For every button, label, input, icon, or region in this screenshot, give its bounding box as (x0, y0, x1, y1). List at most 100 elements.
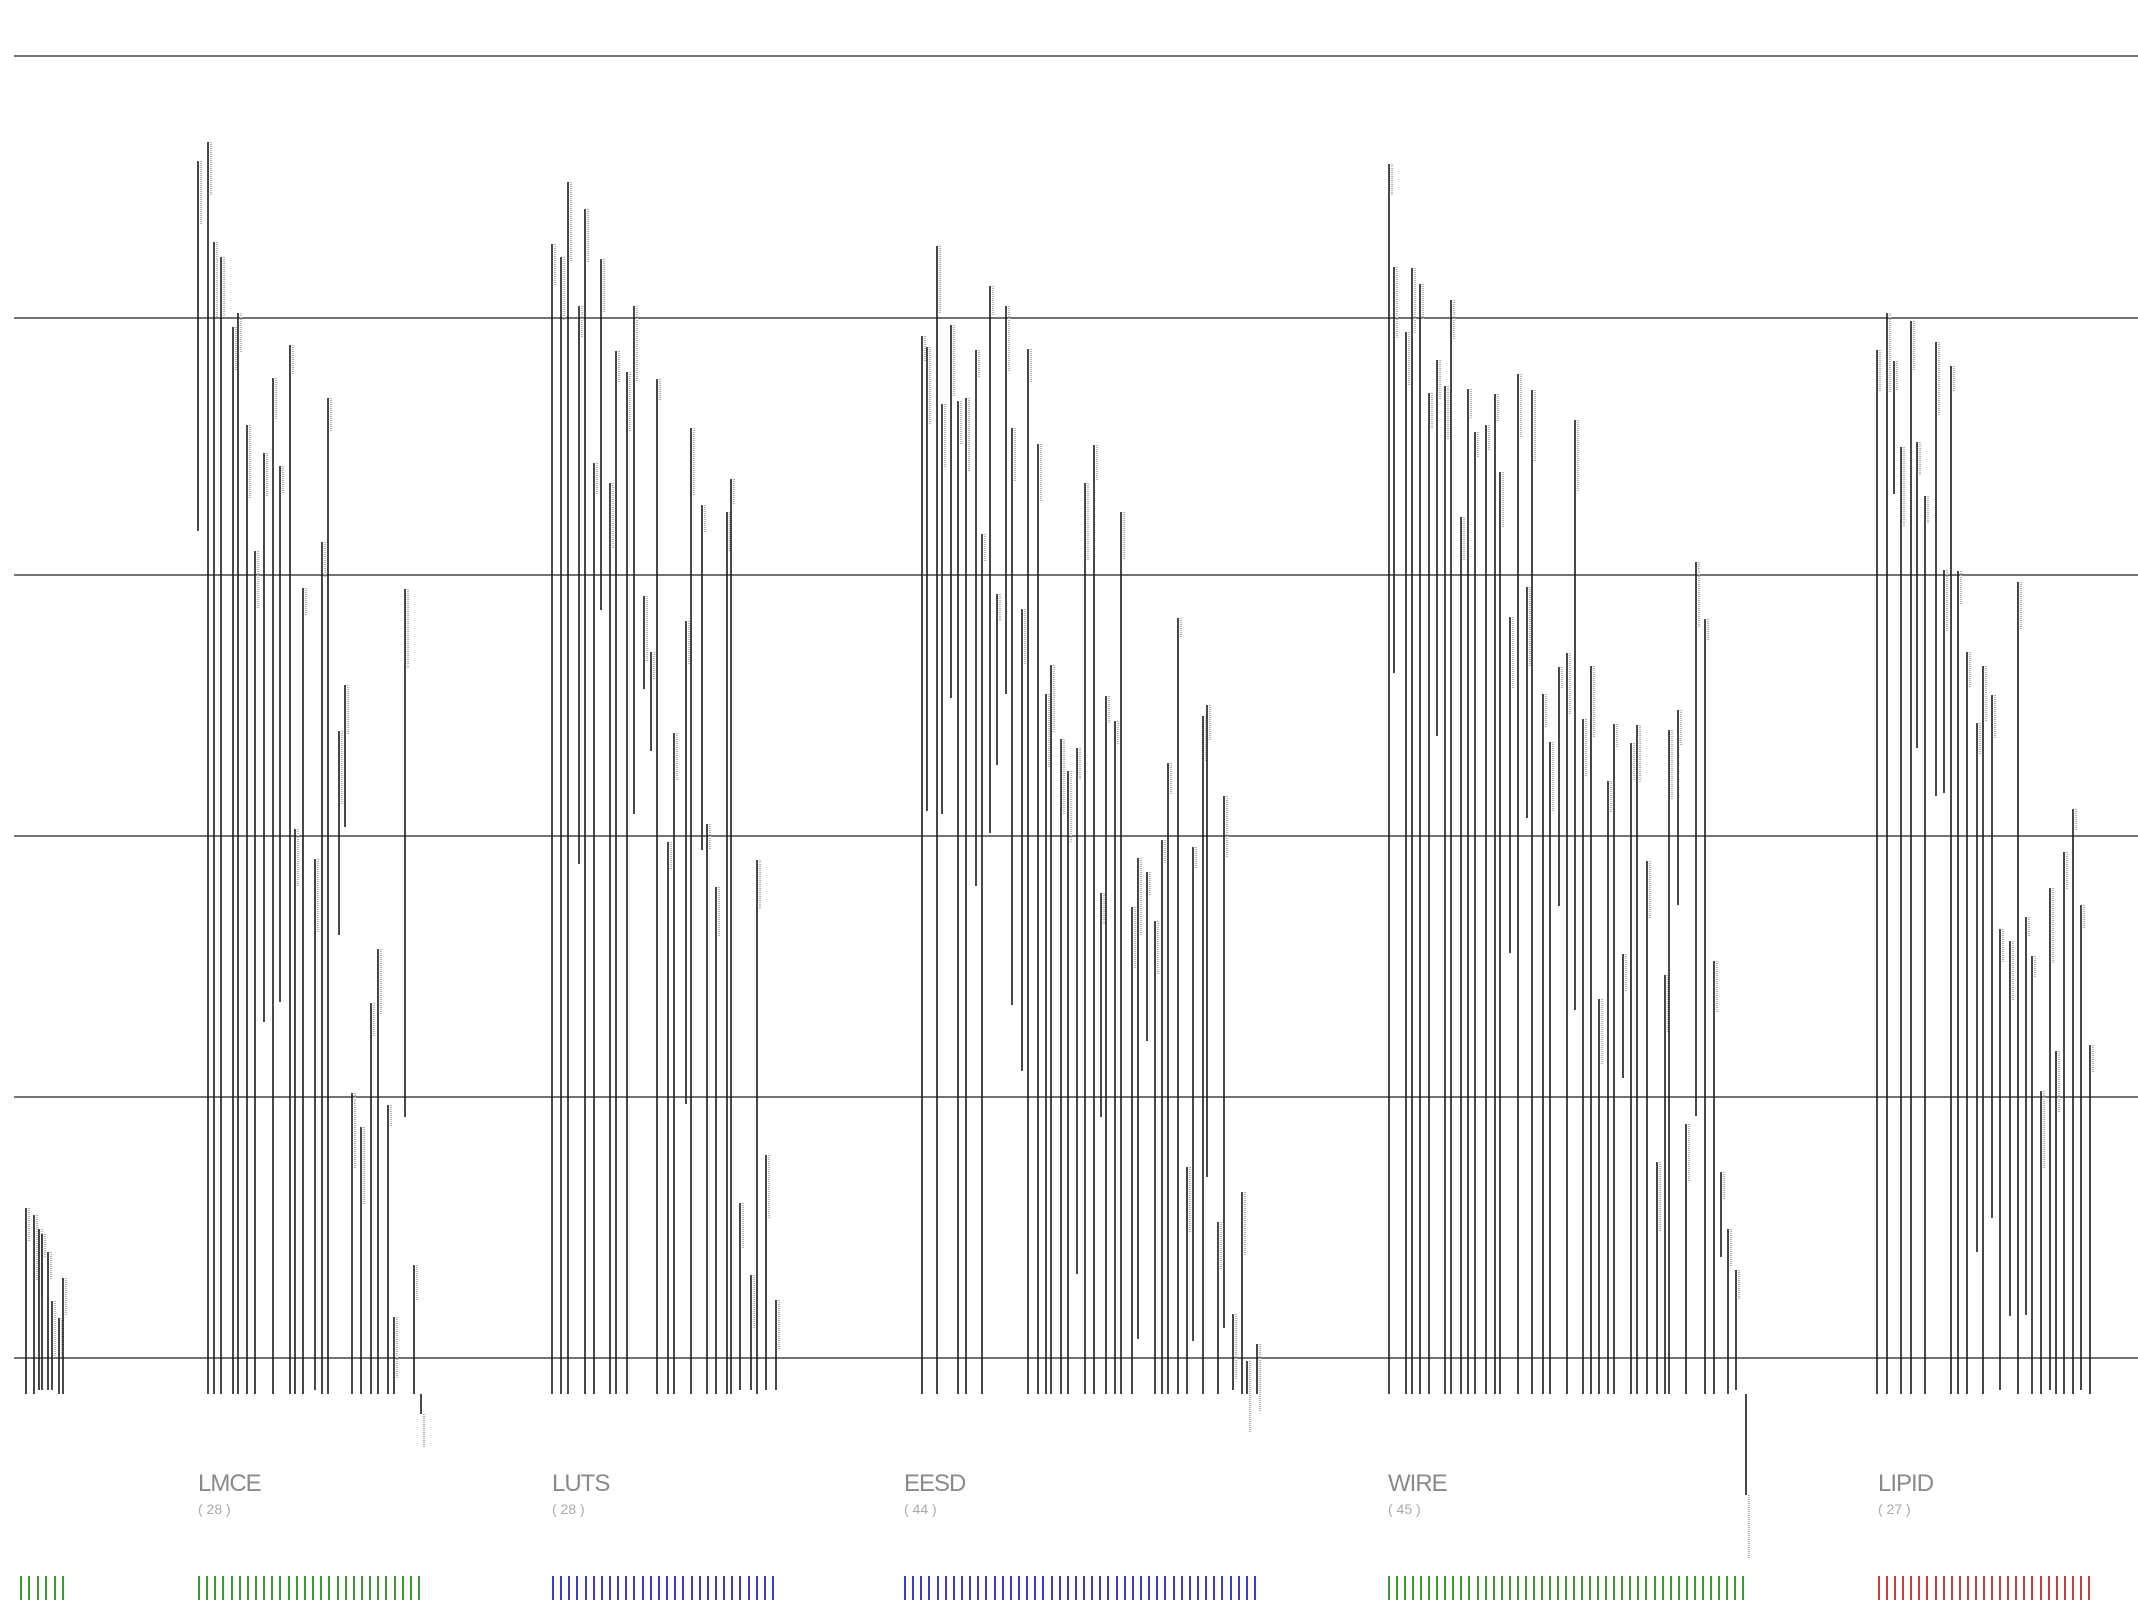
tick-mark (1725, 1576, 1728, 1600)
tick-mark (20, 1576, 22, 1600)
tick-mark (1500, 1576, 1503, 1600)
group-count: ( 27 ) (1878, 1501, 1911, 1517)
tick-mark (1254, 1576, 1256, 1600)
tick-mark (1532, 1576, 1535, 1600)
tick-mark (1958, 1576, 1961, 1600)
tick-mark (1050, 1576, 1053, 1600)
tick-mark (1516, 1576, 1519, 1600)
tick-mark (592, 1576, 595, 1600)
tick-mark (352, 1576, 355, 1600)
group-label-lipid: LIPID ( 27 ) (1878, 1470, 1934, 1517)
tick-mark (393, 1576, 396, 1600)
tick-mark (2063, 1576, 2066, 1600)
ticks-lmce (198, 1576, 420, 1600)
tick-mark (641, 1576, 644, 1600)
tick-mark (993, 1576, 996, 1600)
tick-mark (1742, 1576, 1744, 1600)
tick-mark (960, 1576, 963, 1600)
tick-mark (1034, 1576, 1037, 1600)
tick-mark (1436, 1576, 1439, 1600)
tick-mark (912, 1576, 915, 1600)
tick-mark (1205, 1576, 1208, 1600)
tick-mark (1140, 1576, 1143, 1600)
tick-mark (1148, 1576, 1151, 1600)
tick-mark (1188, 1576, 1191, 1600)
tick-mark (1042, 1576, 1045, 1600)
tick-mark (1074, 1576, 1077, 1600)
tick-mark (1508, 1576, 1511, 1600)
tick-mark (936, 1576, 939, 1600)
tick-mark (1476, 1576, 1479, 1600)
tick-mark (698, 1576, 701, 1600)
tick-mark (1886, 1576, 1889, 1600)
tick-mark (2023, 1576, 2026, 1600)
tick-mark (952, 1576, 955, 1600)
tick-mark (1444, 1576, 1447, 1600)
tick-mark (1420, 1576, 1423, 1600)
tick-mark (1677, 1576, 1680, 1600)
tick-mark (682, 1576, 685, 1600)
tick-mark (1164, 1576, 1167, 1600)
group-count: ( 45 ) (1388, 1501, 1421, 1517)
tick-mark (576, 1576, 579, 1600)
tick-mark (920, 1576, 923, 1600)
tick-mark (1066, 1576, 1069, 1600)
tick-mark (755, 1576, 758, 1600)
tick-mark (706, 1576, 709, 1600)
tick-mark (279, 1576, 282, 1600)
tick-mark (1894, 1576, 1897, 1600)
tick-mark (2047, 1576, 2050, 1600)
tick-mark (328, 1576, 331, 1600)
tick-mark (600, 1576, 603, 1600)
tick-mark (633, 1576, 636, 1600)
tick-mark (928, 1576, 931, 1600)
tick-mark (1412, 1576, 1415, 1600)
tick-mark (584, 1576, 587, 1600)
tick-mark (1404, 1576, 1407, 1600)
group-count: ( 28 ) (552, 1501, 585, 1517)
tick-mark (1026, 1576, 1029, 1600)
tick-mark (1581, 1576, 1584, 1600)
group-name: LUTS (552, 1470, 610, 1497)
ticks-eesd (904, 1576, 1256, 1600)
group-name: LIPID (1878, 1470, 1934, 1497)
tick-mark (1123, 1576, 1126, 1600)
tick-mark (747, 1576, 750, 1600)
tick-mark (772, 1576, 774, 1600)
tick-mark (1107, 1576, 1110, 1600)
tick-mark (1709, 1576, 1712, 1600)
tick-mark (1388, 1576, 1390, 1600)
tick-mark (1083, 1576, 1086, 1600)
tick-mark (739, 1576, 742, 1600)
tick-mark (1902, 1576, 1905, 1600)
tick-mark (1693, 1576, 1696, 1600)
tick-mark (1009, 1576, 1012, 1600)
tick-mark (1645, 1576, 1648, 1600)
tick-mark (230, 1576, 233, 1600)
tick-mark (344, 1576, 347, 1600)
tick-mark (1629, 1576, 1632, 1600)
tick-mark (1017, 1576, 1020, 1600)
tick-mark (690, 1576, 693, 1600)
tick-mark (214, 1576, 217, 1600)
tick-mark (263, 1576, 266, 1600)
tick-mark (944, 1576, 947, 1600)
tick-mark (1565, 1576, 1567, 1600)
tick-mark (657, 1576, 660, 1600)
tick-mark (2031, 1576, 2034, 1600)
tick-mark (2088, 1576, 2090, 1600)
group-label-eesd: EESD ( 44 ) (904, 1472, 966, 1517)
tick-mark (1548, 1576, 1551, 1600)
group-label-wire: WIRE ( 45 ) (1388, 1472, 1448, 1517)
tick-mark (1484, 1576, 1487, 1600)
tick-mark (625, 1576, 628, 1600)
tick-mark (1717, 1576, 1720, 1600)
tick-mark (731, 1576, 734, 1600)
tick-mark (714, 1576, 717, 1600)
tick-mark (271, 1576, 274, 1600)
tick-mark (904, 1576, 906, 1600)
tick-mark (2055, 1576, 2058, 1600)
tick-mark (1685, 1576, 1688, 1600)
tick-mark (560, 1576, 563, 1600)
